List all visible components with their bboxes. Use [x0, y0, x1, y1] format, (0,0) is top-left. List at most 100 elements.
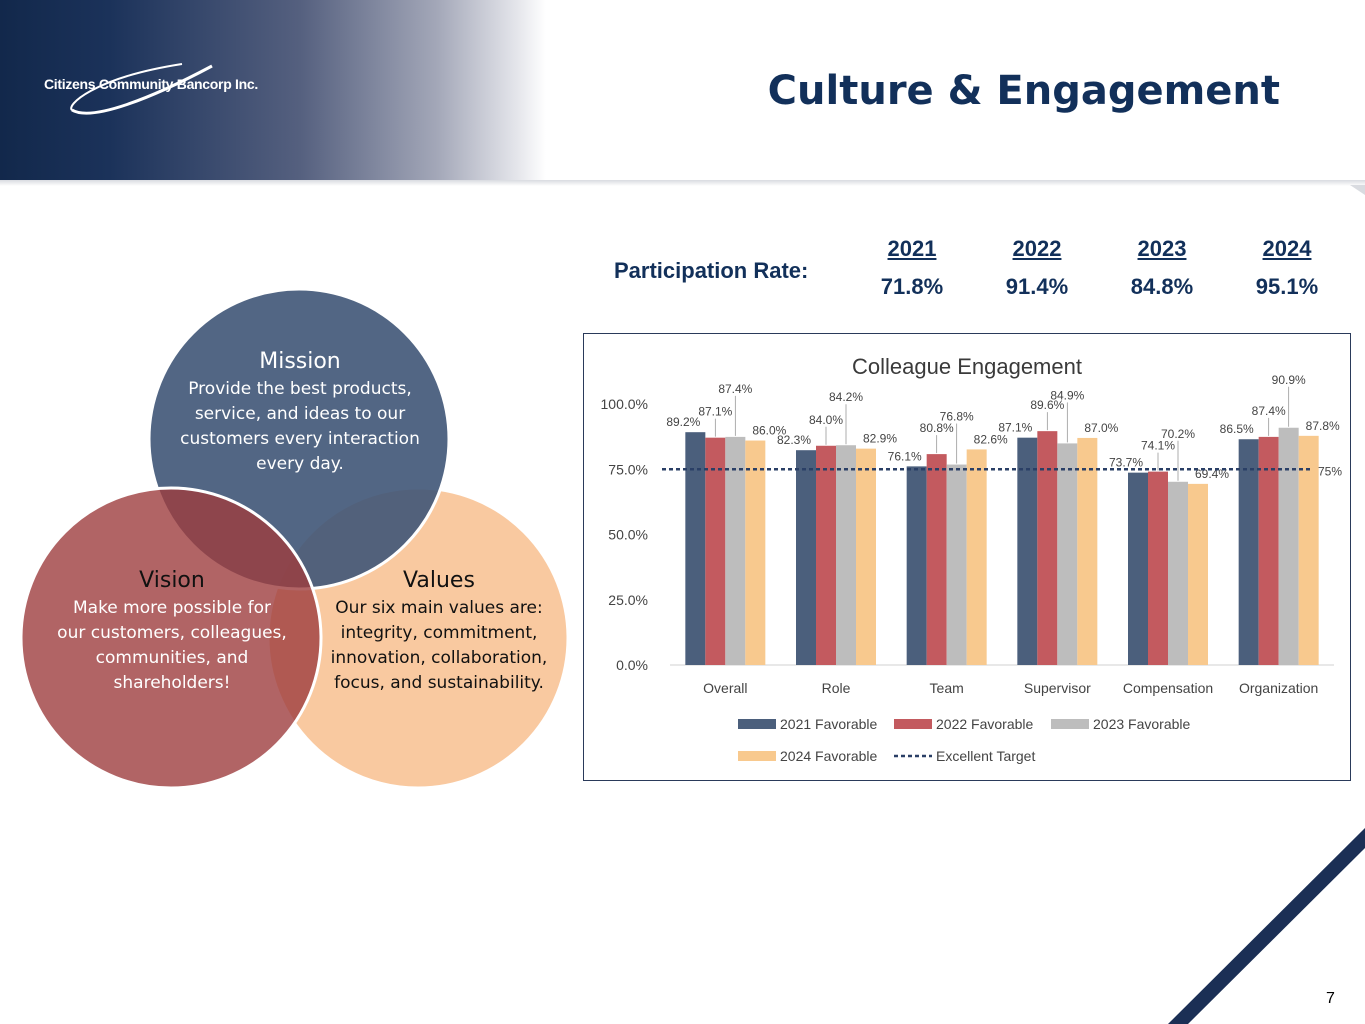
data-label: 84.0% — [809, 413, 843, 427]
data-label: 86.0% — [752, 424, 786, 438]
x-tick-label: Compensation — [1123, 680, 1213, 696]
values-line: Our six main values are: — [335, 598, 543, 618]
participation-2022: 2022 91.4% — [992, 236, 1082, 300]
participation-year: 2024 — [1262, 236, 1312, 261]
vision-title: Vision — [139, 568, 205, 593]
data-label: 87.1% — [698, 405, 732, 419]
data-label: 70.2% — [1161, 427, 1195, 441]
data-label: 90.9% — [1272, 373, 1306, 387]
bar — [796, 450, 816, 665]
data-label: 82.3% — [777, 433, 811, 447]
bar — [926, 454, 947, 665]
data-label: 84.2% — [829, 390, 863, 404]
data-label: 76.8% — [940, 410, 974, 424]
data-label: 82.9% — [863, 432, 897, 446]
bar — [1077, 437, 1098, 665]
data-label: 87.1% — [998, 421, 1032, 435]
bar — [1298, 435, 1319, 665]
legend-swatch — [738, 719, 776, 729]
legend-swatch — [738, 751, 776, 761]
target-label: 75% — [1318, 464, 1342, 478]
legend-label: 2021 Favorable — [780, 716, 878, 732]
legend-label: 2024 Favorable — [780, 748, 878, 764]
data-label: 82.6% — [974, 432, 1008, 446]
vision-circle — [19, 486, 323, 790]
mission-line: customers every interaction — [180, 429, 420, 449]
y-tick-label: 0.0% — [616, 657, 648, 673]
bar — [1057, 443, 1078, 665]
data-label: 76.1% — [888, 449, 922, 463]
data-label: 87.8% — [1306, 419, 1340, 433]
legend-swatch — [894, 719, 932, 729]
data-label: 73.7% — [1109, 456, 1143, 470]
participation-value: 71.8% — [880, 274, 944, 299]
values-line: innovation, collaboration, — [330, 648, 548, 668]
mission-text: Mission Provide the best products, servi… — [150, 347, 450, 477]
legend-label: 2023 Favorable — [1093, 716, 1191, 732]
bar — [946, 464, 967, 665]
x-tick-label: Team — [930, 680, 964, 696]
values-text: Values Our six main values are: integrit… — [320, 566, 558, 696]
bar — [685, 432, 706, 665]
bar — [856, 448, 876, 665]
y-tick-label: 100.0% — [601, 396, 648, 412]
bar — [725, 436, 746, 665]
participation-label: Participation Rate: — [614, 258, 809, 283]
chart-title: Colleague Engagement — [852, 354, 1082, 379]
participation-2024: 2024 95.1% — [1242, 236, 1332, 300]
vision-line: shareholders! — [113, 673, 231, 693]
vision-line: our customers, colleagues, — [57, 623, 287, 643]
mission-line: every day. — [256, 454, 344, 474]
y-tick-label: 25.0% — [608, 592, 648, 608]
legend-label: 2022 Favorable — [936, 716, 1034, 732]
engagement-chart: Colleague Engagement 0.0% 25.0% 50.0% 75.0%… — [601, 354, 1343, 764]
bar — [1238, 439, 1259, 665]
y-tick-label: 75.0% — [608, 461, 648, 477]
engagement-chart-frame: Colleague Engagement 0.0% 25.0% 50.0% 75.0%… — [583, 333, 1351, 781]
bar — [1128, 472, 1148, 665]
bar — [966, 449, 987, 665]
participation-value: 95.1% — [1255, 274, 1319, 299]
bar — [745, 440, 766, 665]
bar — [1037, 431, 1058, 665]
vision-line: Make more possible for — [72, 598, 271, 618]
data-label: 80.8% — [920, 421, 954, 435]
participation-value: 84.8% — [1130, 274, 1194, 299]
page-title: Culture & Engagement — [767, 68, 1280, 114]
page-number: 7 — [1326, 990, 1335, 1007]
mission-line: Provide the best products, — [188, 379, 412, 399]
bar — [1017, 437, 1038, 665]
data-label: 87.4% — [718, 382, 752, 396]
vision-text: Vision Make more possible for our custom… — [32, 566, 312, 696]
participation-2021: 2021 71.8% — [867, 236, 957, 300]
mission-title: Mission — [259, 349, 341, 374]
bar — [836, 445, 856, 665]
bar — [1148, 471, 1168, 665]
header-shadow — [0, 180, 1365, 186]
x-tick-label: Supervisor — [1024, 680, 1091, 696]
vision-line: communities, and — [95, 648, 249, 668]
bar — [816, 445, 836, 665]
bar — [1168, 481, 1188, 665]
data-label: 87.0% — [1084, 421, 1118, 435]
data-label: 86.5% — [1220, 422, 1254, 436]
x-tick-label: Role — [822, 680, 851, 696]
bar — [1188, 483, 1208, 665]
mission-line: service, and ideas to our — [194, 404, 406, 424]
values-line: integrity, commitment, — [340, 623, 538, 643]
data-label: 87.4% — [1252, 404, 1286, 418]
x-tick-label: Organization — [1239, 680, 1318, 696]
bar — [705, 437, 726, 665]
legend-label: Excellent Target — [936, 748, 1035, 764]
data-label: 89.2% — [666, 415, 700, 429]
header-band — [0, 0, 1365, 180]
x-tick-label: Overall — [703, 680, 747, 696]
chart-plot-area: 0.0%25.0%50.0%75.0%100.0%Overall89.2%87.… — [601, 373, 1343, 764]
participation-value: 91.4% — [1005, 274, 1069, 299]
logo-swoosh-icon — [70, 63, 213, 115]
bar — [1258, 436, 1279, 665]
participation-2023: 2023 84.8% — [1117, 236, 1207, 300]
participation-year: 2021 — [887, 236, 937, 261]
values-title: Values — [403, 568, 475, 593]
bar — [906, 466, 927, 665]
